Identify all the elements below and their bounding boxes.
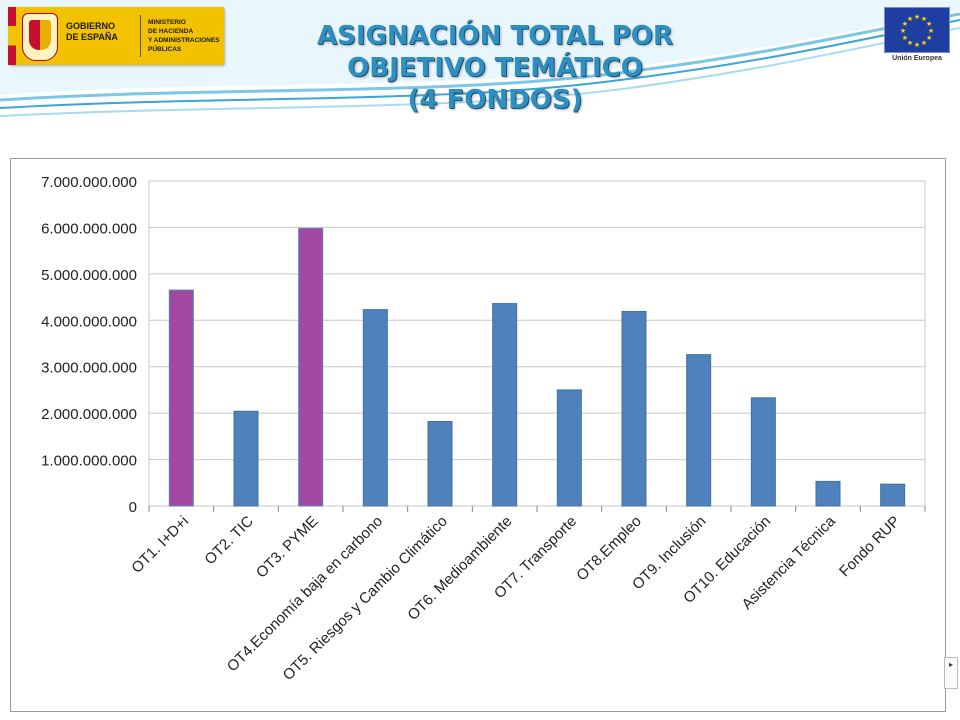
header-swoosh bbox=[0, 0, 960, 117]
eu-star-icon: ★ bbox=[902, 34, 908, 42]
y-tick-label: 1.000.000.000 bbox=[41, 453, 137, 470]
bar bbox=[815, 480, 841, 507]
title-line-1: ASIGNACIÓN TOTAL POR bbox=[317, 21, 673, 51]
bar bbox=[427, 421, 453, 507]
y-tick-label: 4.000.000.000 bbox=[41, 313, 137, 330]
y-tick-label: 2.000.000.000 bbox=[41, 406, 137, 423]
bar bbox=[880, 483, 906, 507]
slide-title: ASIGNACIÓN TOTAL POR OBJETIVO TEMÁTICO (… bbox=[300, 20, 690, 116]
eu-star-icon: ★ bbox=[921, 15, 927, 23]
bar bbox=[362, 309, 388, 507]
eu-flag-icon: ★ ★ ★ ★ ★ ★ ★ ★ ★ ★ ★ ★ bbox=[884, 7, 950, 53]
eu-logo: ★ ★ ★ ★ ★ ★ ★ ★ ★ ★ ★ ★ Unión Europea bbox=[882, 7, 952, 67]
eu-star-icon: ★ bbox=[926, 20, 932, 28]
x-tick-label: OT2. TIC bbox=[201, 513, 257, 569]
x-tick-label: Fondo RUP bbox=[836, 513, 903, 580]
eu-star-icon: ★ bbox=[914, 13, 920, 21]
eu-label: Unión Europea bbox=[892, 55, 942, 62]
eu-star-icon: ★ bbox=[907, 39, 913, 47]
bar-chart: 0 1.000.000.000 2.000.000.000 3.000.000.000… bbox=[41, 174, 926, 684]
y-tick-label: 6.000.000.000 bbox=[41, 220, 137, 237]
gobierno-name: GOBIERNO DE ESPAÑA bbox=[66, 21, 118, 42]
y-tick-label: 3.000.000.000 bbox=[41, 360, 137, 377]
title-line-2: OBJETIVO TEMÁTICO bbox=[347, 53, 643, 83]
ministry-name: MINISTERIO DE HACIENDA Y ADMINISTRACIONE… bbox=[148, 19, 220, 53]
gobierno-logo: GOBIERNO DE ESPAÑA MINISTERIO DE HACIEND… bbox=[8, 7, 224, 65]
logo-divider bbox=[140, 15, 141, 57]
x-tick-label: OT3. PYME bbox=[253, 513, 322, 582]
chart-frame: 0 1.000.000.000 2.000.000.000 3.000.000.000… bbox=[10, 158, 946, 712]
y-tick-label: 0 bbox=[129, 499, 137, 516]
bar bbox=[750, 397, 776, 507]
eu-star-icon: ★ bbox=[914, 41, 920, 49]
bar bbox=[233, 410, 259, 507]
y-tick-label: 7.000.000.000 bbox=[41, 174, 137, 191]
eu-star-icon: ★ bbox=[900, 27, 906, 35]
eu-star-icon: ★ bbox=[902, 20, 908, 28]
eu-star-icon: ★ bbox=[921, 39, 927, 47]
bar bbox=[168, 289, 194, 507]
bar bbox=[298, 227, 324, 507]
spain-flag-icon bbox=[8, 7, 16, 65]
bar bbox=[556, 389, 582, 507]
bar bbox=[492, 303, 518, 507]
eu-star-icon: ★ bbox=[926, 34, 932, 42]
slide-nav-arrow-icon[interactable]: ▸ bbox=[944, 657, 958, 689]
plot-area bbox=[148, 180, 926, 507]
title-line-3: (4 FONDOS) bbox=[407, 85, 583, 115]
y-tick-label: 5.000.000.000 bbox=[41, 267, 137, 284]
bar bbox=[686, 354, 712, 507]
eu-star-icon: ★ bbox=[928, 27, 934, 35]
eu-star-icon: ★ bbox=[907, 15, 913, 23]
x-tick-label: OT1. I+D+i bbox=[128, 513, 192, 577]
coat-of-arms-icon bbox=[22, 13, 58, 61]
x-tick-label: OT8.Empleo bbox=[573, 513, 645, 585]
bar bbox=[621, 310, 647, 507]
